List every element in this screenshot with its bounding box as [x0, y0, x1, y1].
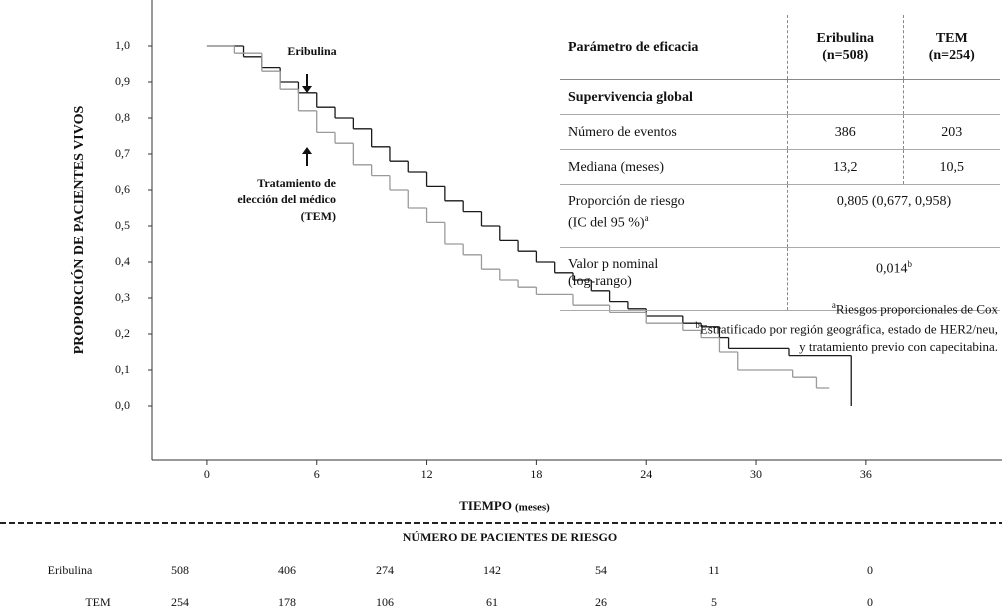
x-tick-label: 18 — [530, 467, 542, 481]
risk-count: 5 — [711, 595, 717, 609]
text: Supervivencia global — [568, 89, 693, 105]
header-cell: Eribulina (n=508) — [786, 15, 904, 80]
cell — [902, 79, 1000, 115]
x-tick-label: 24 — [640, 467, 652, 481]
text: 13,2 — [833, 159, 858, 175]
y-tick-label: 0,4 — [115, 254, 130, 268]
text: (n=508) — [822, 48, 869, 63]
annotation: Tratamiento de — [257, 176, 336, 190]
y-tick-label: 0,3 — [115, 290, 130, 304]
x-tick-label: 30 — [750, 467, 762, 481]
section-cell: Supervivencia global — [560, 79, 788, 115]
text: 0,014 — [875, 261, 908, 277]
y-tick-label: 0,8 — [115, 110, 130, 124]
annotation: elección del médico — [237, 192, 336, 206]
text: 386 — [834, 124, 856, 140]
header-cell: TEM (n=254) — [902, 15, 1000, 80]
risk-count: 142 — [483, 563, 501, 577]
text: Eribulina — [816, 31, 875, 46]
text: 0,805 (0,677, 0,958) — [836, 194, 952, 209]
footnote-mark: a — [831, 300, 836, 310]
footnote: aRiesgos proporcionales de Cox — [688, 297, 998, 317]
risk-count: 11 — [708, 563, 720, 577]
y-tick-label: 0,5 — [115, 218, 130, 232]
y-tick-label: 0,9 — [115, 74, 130, 88]
footnotes: aRiesgos proporcionales de Cox bEstratif… — [688, 297, 998, 355]
risk-row-label: TEM — [85, 595, 111, 609]
text: (log-rango) — [568, 274, 632, 289]
risk-count: 0 — [867, 563, 873, 577]
text: (IC del 95 %) — [568, 215, 645, 231]
footnote-mark: a — [644, 213, 649, 223]
text: TEM — [935, 31, 968, 46]
risk-count: 254 — [171, 595, 189, 609]
y-tick-label: 1,0 — [115, 38, 130, 52]
annotation: (TEM) — [301, 209, 336, 223]
cell: Mediana (meses) — [560, 149, 788, 185]
cell: 13,2 — [786, 149, 904, 185]
x-tick-label: 0 — [204, 467, 210, 481]
text: Estratificado por región geográfica, est… — [699, 321, 998, 354]
text: Proporción de riesgo — [568, 194, 685, 209]
header-cell: Parámetro de eficacia — [560, 15, 788, 80]
x-axis-unit: (meses) — [515, 502, 550, 514]
risk-count: 508 — [171, 563, 189, 577]
cell: 386 — [786, 114, 904, 150]
risk-table-title: NÚMERO DE PACIENTES DE RIESGO — [403, 530, 617, 544]
cell: Proporción de riesgo (IC del 95 %)a — [560, 184, 788, 248]
cell — [786, 79, 904, 115]
footnote-mark: b — [695, 320, 700, 331]
text: 10,5 — [939, 159, 965, 175]
cell: 203 — [902, 114, 1000, 150]
risk-count: 274 — [376, 563, 394, 577]
y-tick-label: 0,2 — [115, 326, 130, 340]
risk-row-label: Eribulina — [48, 563, 93, 577]
risk-count: 61 — [486, 595, 498, 609]
text: (n=254) — [928, 48, 975, 63]
text: Número de eventos — [568, 124, 677, 140]
cell: 0,805 (0,677, 0,958) — [786, 184, 1000, 248]
cell: Valor p nominal (log-rango) — [560, 247, 788, 311]
cell: 10,5 — [902, 149, 1000, 185]
efficacy-table: Parámetro de eficacia Eribulina (n=508) T… — [560, 15, 1000, 311]
y-tick-label: 0,0 — [115, 398, 130, 412]
text: Riesgos proporcionales de Cox — [835, 301, 998, 317]
x-tick-label: 6 — [314, 467, 320, 481]
cell: 0,014b — [786, 247, 1000, 311]
risk-count: 178 — [278, 595, 296, 609]
arrow-head — [302, 86, 312, 93]
y-tick-label: 0,1 — [115, 362, 130, 376]
footnote-mark: b — [907, 259, 912, 269]
x-tick-label: 36 — [860, 467, 872, 481]
risk-count: 54 — [595, 563, 607, 577]
risk-count: 106 — [376, 595, 394, 609]
footnote: bEstratificado por región geográfica, es… — [688, 317, 998, 354]
text: Parámetro de eficacia — [568, 39, 699, 55]
y-axis-label: PROPORCIÓN DE PACIENTES VIVOS — [70, 106, 87, 355]
risk-count: 406 — [278, 563, 296, 577]
x-tick-label: 12 — [421, 467, 433, 481]
text: Mediana (meses) — [568, 159, 665, 175]
cell: Número de eventos — [560, 114, 788, 150]
arrow-head — [302, 147, 312, 154]
y-tick-label: 0,6 — [115, 182, 130, 196]
risk-count: 26 — [595, 595, 607, 609]
risk-count: 0 — [867, 595, 873, 609]
text: 203 — [941, 124, 963, 140]
text: Valor p nominal — [568, 257, 659, 272]
x-axis-label: TIEMPO — [459, 498, 512, 513]
annotation: Eribulina — [287, 44, 336, 58]
y-tick-label: 0,7 — [115, 146, 130, 160]
